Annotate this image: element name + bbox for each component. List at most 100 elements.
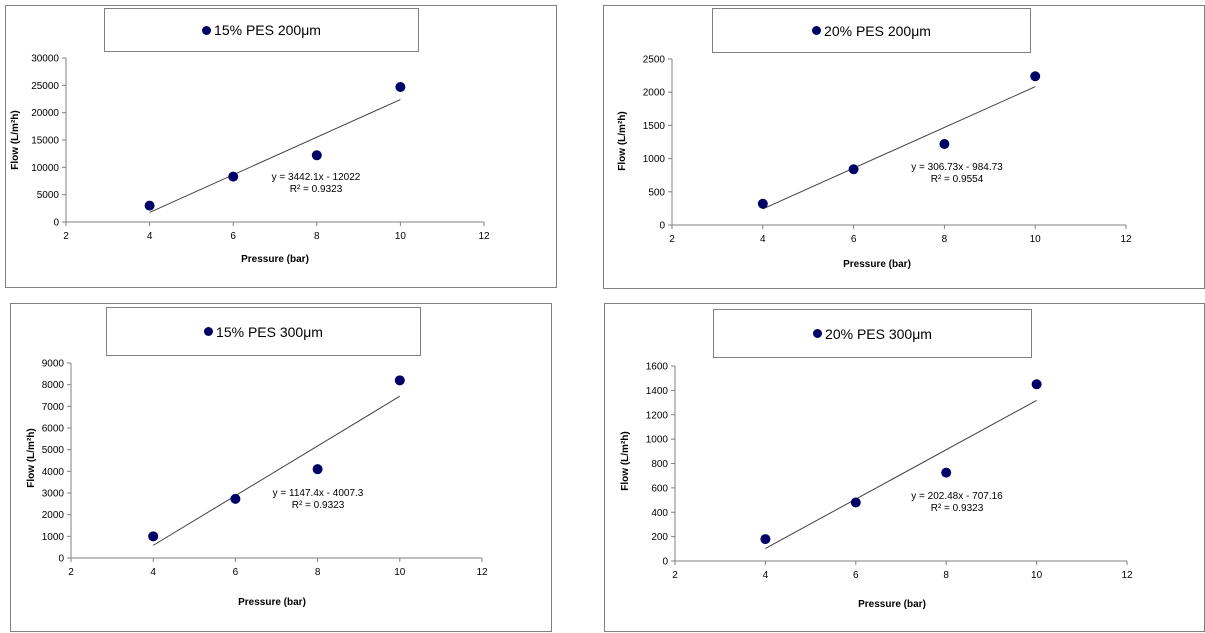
trendline-equation: y = 306.73x - 984.73 [911,162,1003,173]
x-tick-label: 6 [853,570,859,581]
data-point [850,497,861,508]
y-tick-label: 5000 [37,190,60,201]
y-tick-label: 3000 [42,489,65,500]
trendline [765,399,1037,549]
y-tick-label: 1400 [646,386,669,397]
legend-marker-icon [204,327,214,336]
x-axis-title: Pressure (bar) [843,259,911,270]
x-tick-label: 10 [1031,570,1043,581]
y-tick-label: 10000 [31,163,59,174]
trendline [762,86,1036,210]
scatter-chart: 0 200 400 600 800 1000 1200 1400 1600 2 4 6 8 10 12 y =… [620,362,1133,611]
x-tick-label: 12 [476,567,488,578]
scatter-chart: 0 1000 2000 3000 4000 5000 6000 7000 8000 9000 2 4 6… [26,359,488,609]
y-tick-label: 8000 [42,380,65,391]
y-tick-label: 15000 [31,136,59,147]
trendline [149,99,401,213]
y-tick-label: 800 [651,459,668,470]
chart-panel-20-pes-300: 20% PES 300μm 0 200 400 600 800 1000 1200 1400 1… [604,303,1205,632]
r-squared-label: R² = 0.9323 [931,503,984,514]
chart-legend: 20% PES 300μm [713,309,1032,358]
scatter-chart: 0 5000 10000 15000 20000 25000 30000 2 4 6 8 10 12 y … [10,54,490,266]
r-squared-label: R² = 0.9554 [931,174,984,185]
trendline-equation: y = 3442.1x - 12022 [272,172,361,183]
scatter-chart: 0 500 1000 1500 2000 2500 2 4 6 8 10 12 y = 306.73x … [617,55,1132,271]
y-tick-label: 20000 [31,108,59,119]
trendline-equation: y = 202.48x - 707.16 [911,491,1003,502]
x-tick-label: 6 [851,234,857,245]
data-point [394,375,405,386]
y-tick-label: 0 [58,554,64,565]
y-tick-label: 1000 [643,154,666,165]
chart-legend: 15% PES 200μm [104,8,419,52]
data-point [311,150,322,161]
y-tick-label: 6000 [42,424,65,435]
chart-panel-20-pes-200: 20% PES 200μm 0 500 1000 1500 2000 2500 2 4 6 8 10… [603,5,1205,289]
x-tick-label: 8 [315,567,321,578]
x-tick-label: 4 [150,567,156,578]
data-point [312,464,323,475]
x-tick-label: 6 [233,567,239,578]
y-tick-label: 1500 [643,121,666,132]
x-tick-label: 2 [669,234,675,245]
data-point [1030,71,1041,82]
chart-panel-15-pes-200: 15% PES 200μm 0 5000 10000 15000 20000 25000 3… [5,5,557,288]
trendline-equation: y = 1147.4x - 4007.3 [273,488,364,499]
r-squared-label: R² = 0.9323 [290,184,343,195]
x-tick-label: 6 [230,231,236,242]
x-tick-label: 4 [147,231,153,242]
data-point [939,138,950,149]
y-tick-label: 25000 [31,81,59,92]
data-point [760,534,771,545]
legend-label: 15% PES 300μm [216,323,323,340]
x-tick-label: 2 [63,231,69,242]
x-tick-label: 12 [478,231,490,242]
x-tick-label: 10 [1030,234,1042,245]
x-tick-label: 2 [68,567,74,578]
x-tick-label: 12 [1120,234,1132,245]
x-tick-label: 4 [763,570,769,581]
data-point [148,531,159,542]
x-tick-label: 8 [943,570,949,581]
x-axis-title: Pressure (bar) [238,597,306,608]
chart-legend: 20% PES 200μm [712,8,1031,53]
y-tick-label: 9000 [42,359,65,370]
legend-marker-icon [813,329,823,338]
y-axis-title: Flow (L/m²h) [10,110,21,169]
y-tick-label: 0 [659,221,665,232]
legend-marker-icon [812,26,822,35]
chart-panel-15-pes-300: 15% PES 300μm 0 1000 2000 3000 4000 5000 6000 7… [10,303,552,632]
y-axis-title: Flow (L/m²h) [620,431,631,490]
data-point [144,200,155,211]
legend-label: 15% PES 200μm [214,22,321,38]
y-tick-label: 0 [662,557,668,568]
y-tick-label: 1000 [646,435,669,446]
x-tick-label: 8 [942,234,948,245]
y-tick-label: 2000 [643,88,666,99]
trendline [152,395,401,546]
y-tick-label: 2000 [42,510,65,521]
y-tick-label: 1600 [646,362,669,373]
y-tick-label: 500 [648,187,665,198]
data-point [848,164,859,175]
x-axis-title: Pressure (bar) [241,254,309,265]
y-tick-label: 2500 [643,55,666,66]
y-axis-title: Flow (L/m²h) [26,428,37,487]
x-tick-label: 8 [314,231,320,242]
y-tick-label: 30000 [31,54,59,65]
legend-marker-icon [202,25,212,35]
y-tick-label: 1000 [42,532,65,543]
y-tick-label: 7000 [42,402,65,413]
legend-label: 20% PES 300μm [825,325,932,342]
y-tick-label: 200 [651,532,668,543]
data-point [1031,379,1042,390]
data-point [941,467,952,478]
x-tick-label: 10 [395,231,407,242]
y-tick-label: 400 [651,508,668,519]
x-tick-label: 4 [760,234,766,245]
data-point [757,198,768,209]
y-tick-label: 1200 [646,410,669,421]
y-tick-label: 5000 [42,445,65,456]
data-point [395,81,406,92]
y-tick-label: 0 [53,218,59,229]
